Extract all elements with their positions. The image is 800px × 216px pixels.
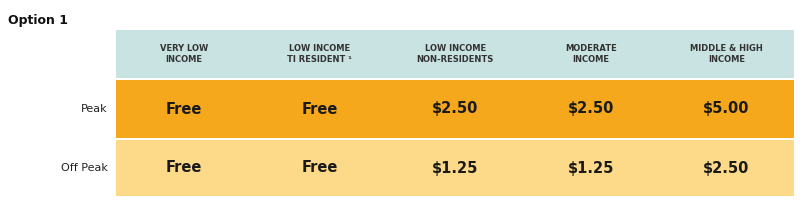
Text: Option 1: Option 1 bbox=[8, 14, 68, 27]
Text: $1.25: $1.25 bbox=[432, 160, 478, 175]
Text: $2.50: $2.50 bbox=[432, 102, 478, 116]
Bar bbox=[116, 140, 794, 196]
Text: LOW INCOME
TI RESIDENT ¹: LOW INCOME TI RESIDENT ¹ bbox=[287, 44, 352, 64]
Text: $2.50: $2.50 bbox=[703, 160, 750, 175]
Text: Peak: Peak bbox=[82, 104, 108, 114]
Text: MIDDLE & HIGH
INCOME: MIDDLE & HIGH INCOME bbox=[690, 44, 763, 64]
Bar bbox=[116, 138, 794, 140]
Text: LOW INCOME
NON-RESIDENTS: LOW INCOME NON-RESIDENTS bbox=[417, 44, 494, 64]
Text: Free: Free bbox=[166, 160, 202, 175]
Bar bbox=[116, 80, 794, 138]
Text: MODERATE
INCOME: MODERATE INCOME bbox=[565, 44, 617, 64]
Text: $1.25: $1.25 bbox=[568, 160, 614, 175]
Bar bbox=[116, 30, 794, 78]
Text: $5.00: $5.00 bbox=[703, 102, 750, 116]
Text: Off Peak: Off Peak bbox=[61, 163, 108, 173]
Text: Free: Free bbox=[302, 160, 338, 175]
Text: Free: Free bbox=[166, 102, 202, 116]
Text: VERY LOW
INCOME: VERY LOW INCOME bbox=[160, 44, 208, 64]
Text: $2.50: $2.50 bbox=[568, 102, 614, 116]
Text: Free: Free bbox=[302, 102, 338, 116]
